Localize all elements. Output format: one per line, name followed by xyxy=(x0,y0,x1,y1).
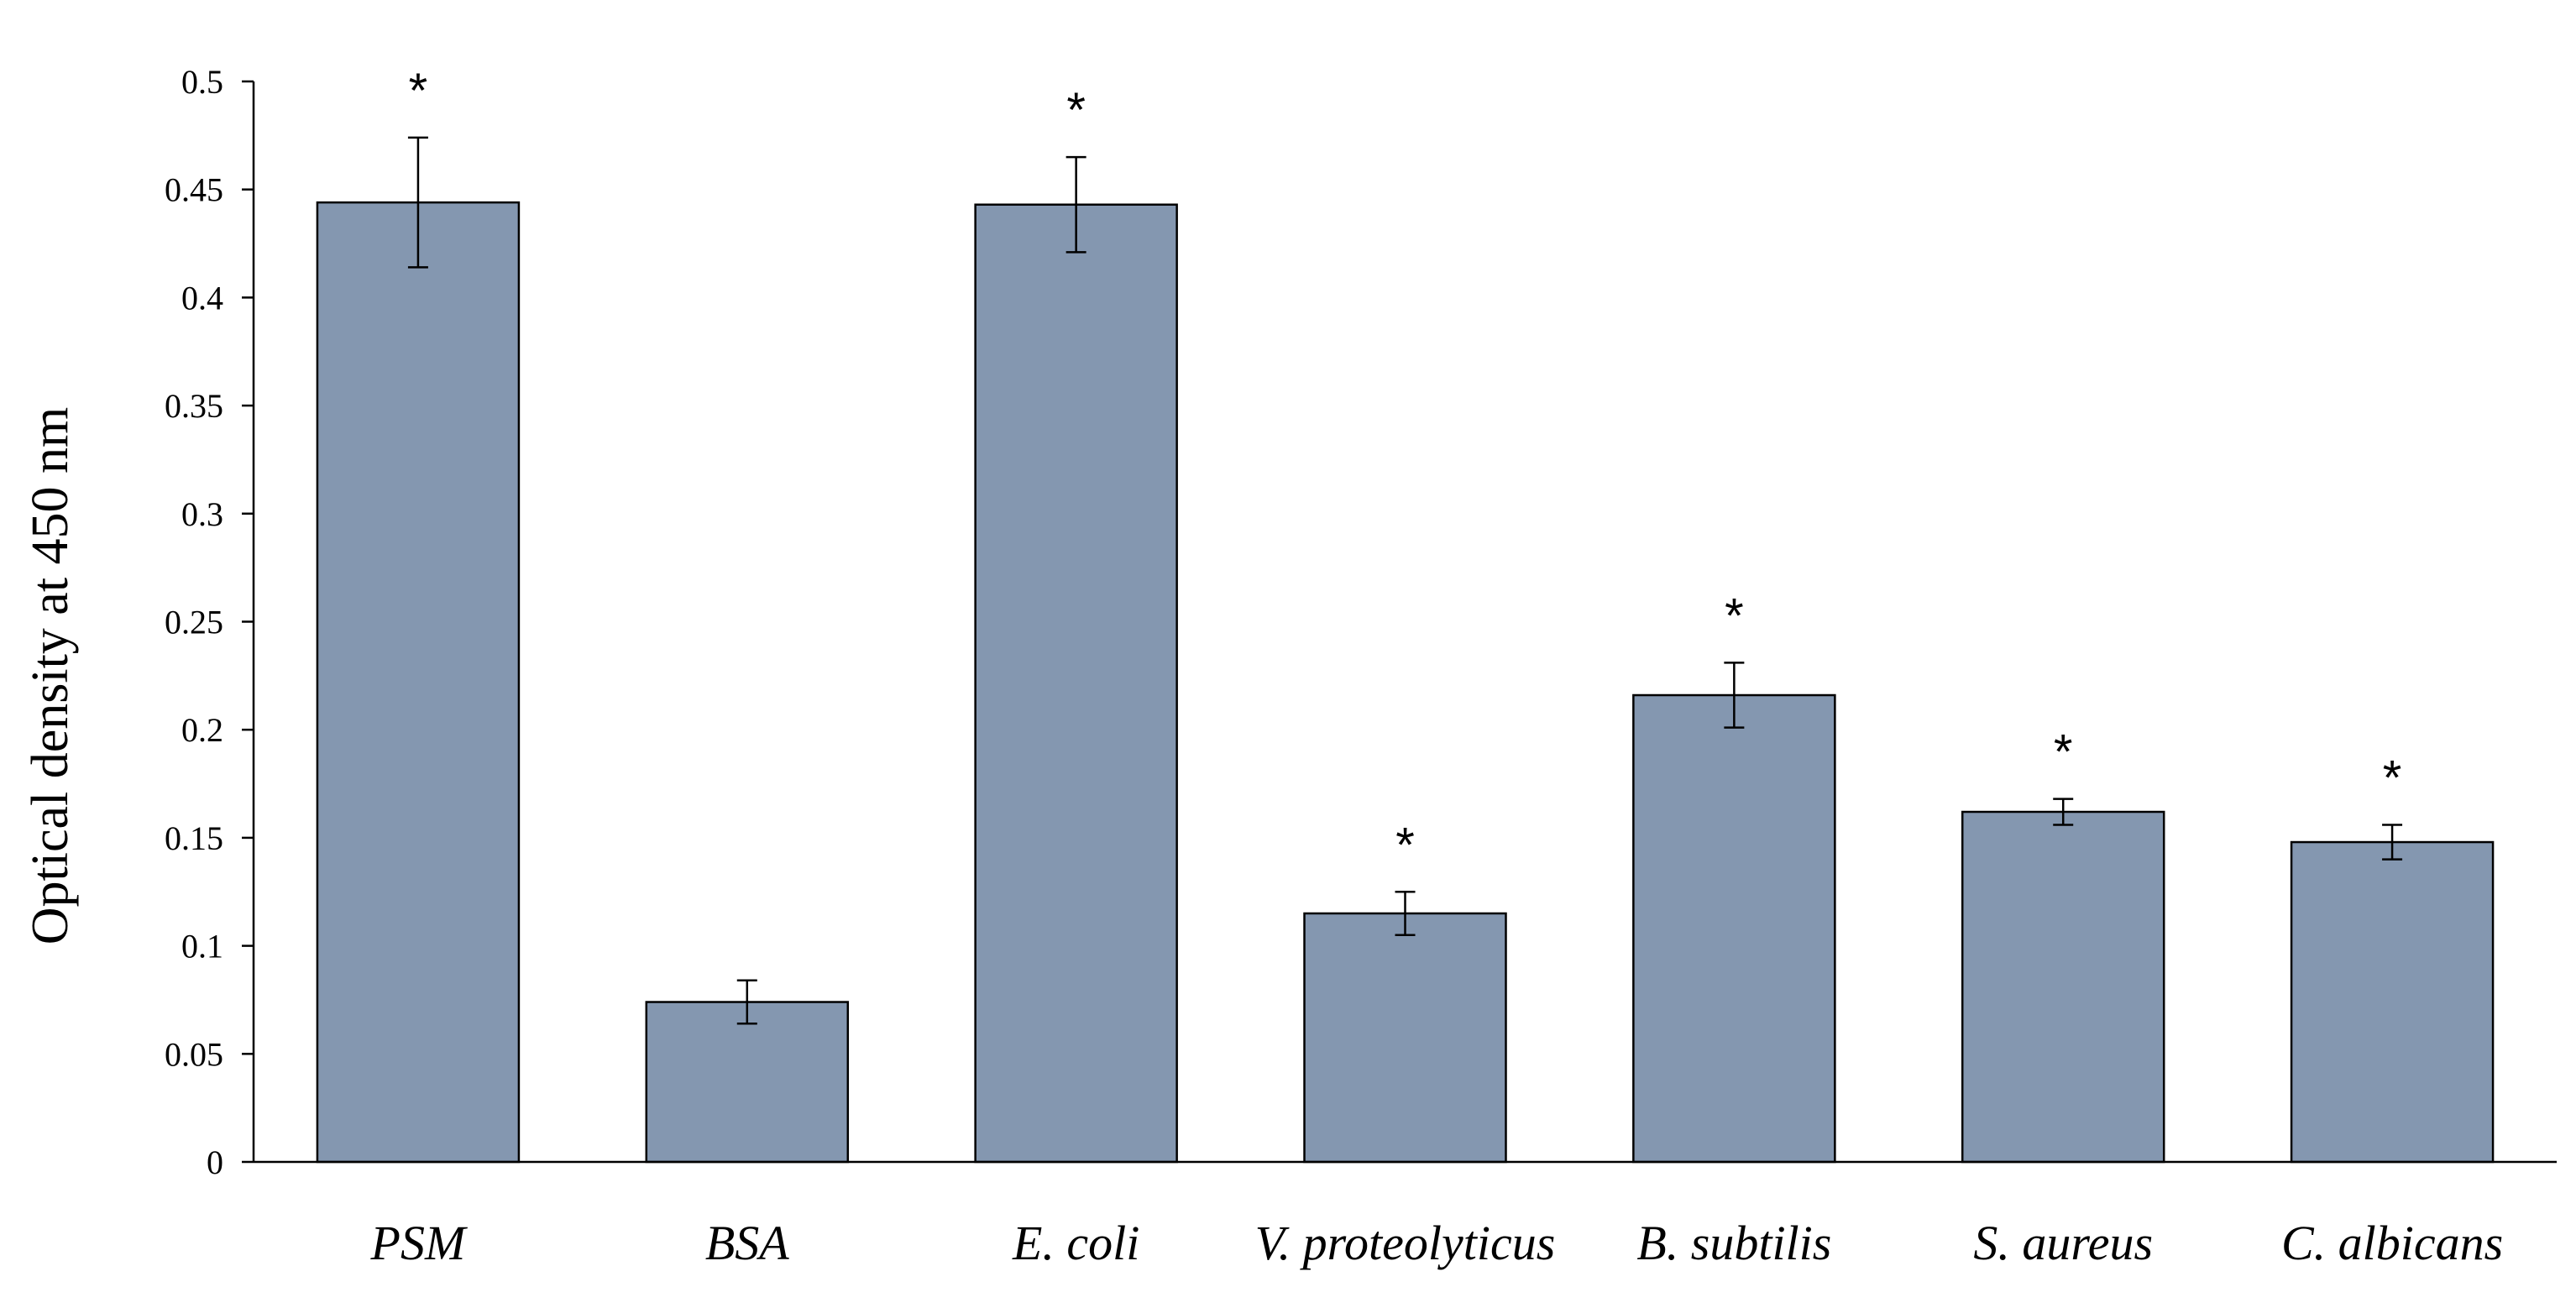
y-tick-label: 0 xyxy=(207,1143,223,1181)
x-category-label: E. coli xyxy=(1012,1216,1139,1270)
y-tick-label: 0.5 xyxy=(181,63,223,101)
x-axis-labels: PSM BSA E. coli V. proteolyticus B. subtilis… xyxy=(370,1216,2504,1270)
bar xyxy=(316,201,521,1164)
significance-marker: * xyxy=(1395,818,1415,872)
significance-markers: * * * * * * xyxy=(409,64,2402,872)
error-bar xyxy=(736,979,757,1025)
error-bar xyxy=(1065,155,1086,254)
y-tick-label: 0.15 xyxy=(165,819,223,857)
bar xyxy=(645,1001,850,1164)
x-category-label: BSA xyxy=(705,1216,789,1270)
bars xyxy=(316,201,2495,1164)
bar xyxy=(1632,693,1836,1164)
significance-marker: * xyxy=(2383,751,2402,805)
y-tick-label: 0.2 xyxy=(181,711,223,749)
significance-marker: * xyxy=(1725,589,1744,643)
y-tick-label: 0.4 xyxy=(181,279,223,317)
x-category-label: PSM xyxy=(370,1216,468,1270)
error-bar xyxy=(407,136,428,269)
bar xyxy=(1961,810,2165,1164)
x-category-label: C. albicans xyxy=(2281,1216,2503,1270)
error-bar xyxy=(2382,824,2403,861)
significance-marker: * xyxy=(409,64,428,118)
y-tick-label: 0.05 xyxy=(165,1035,223,1073)
significance-marker: * xyxy=(1066,83,1086,138)
y-axis-ticks: 0 0.05 0.1 0.15 0.2 0.25 0.3 0.35 0.4 0.45 0.5 xyxy=(165,63,254,1181)
y-tick-label: 0.1 xyxy=(181,928,223,965)
y-tick-label: 0.25 xyxy=(165,604,223,641)
y-tick-label: 0.3 xyxy=(181,495,223,533)
error-bars xyxy=(407,136,2403,1025)
y-axis-title: Optical density at 450 nm xyxy=(22,407,79,945)
x-category-label: B. subtilis xyxy=(1636,1216,1831,1270)
bar xyxy=(1303,912,1507,1164)
significance-marker: * xyxy=(2054,725,2073,780)
bar xyxy=(2290,840,2495,1164)
error-bar xyxy=(2053,798,2074,826)
x-category-label: S. aureus xyxy=(1973,1216,2153,1270)
bar xyxy=(974,203,1178,1164)
x-category-label: V. proteolyticus xyxy=(1255,1216,1556,1270)
y-tick-label: 0.45 xyxy=(165,171,223,209)
y-tick-label: 0.35 xyxy=(165,387,223,425)
error-bar xyxy=(1395,891,1416,936)
error-bar xyxy=(1724,662,1745,729)
